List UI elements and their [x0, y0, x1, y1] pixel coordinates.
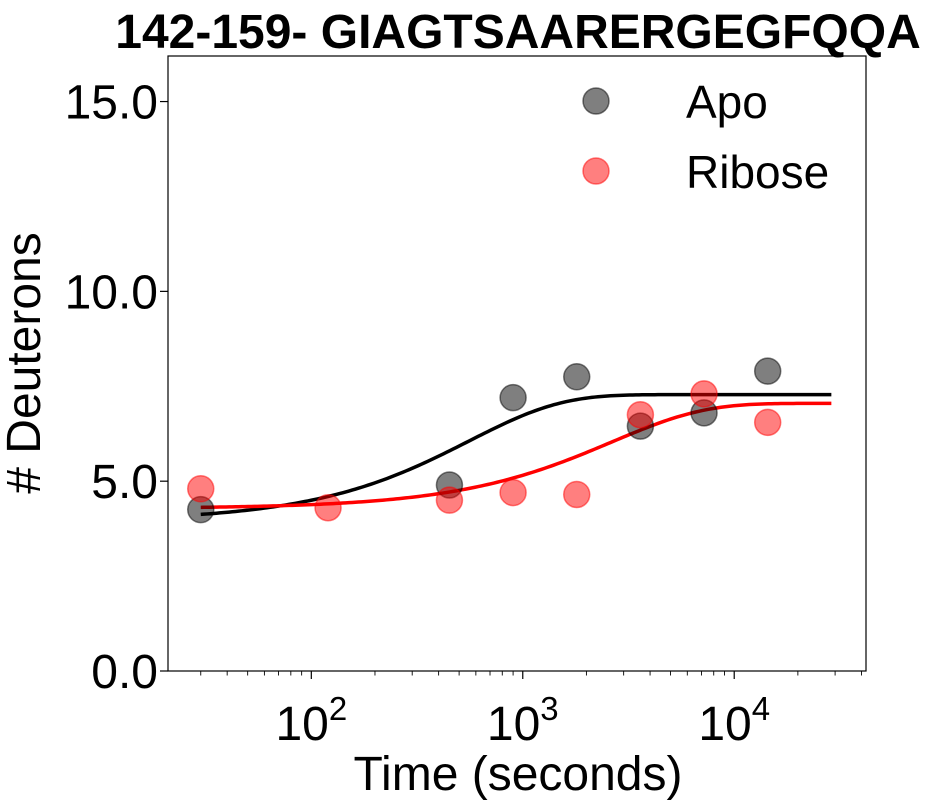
y-tick-label: 10.0 — [65, 266, 158, 319]
x-tick-base: 10 — [698, 698, 751, 751]
x-tick-exponent: 2 — [329, 690, 347, 727]
data-point-apo — [753, 357, 782, 385]
x-tick-label: 104 — [698, 690, 770, 751]
x-tick-base: 10 — [275, 698, 328, 751]
x-axis: 102 103 104 — [200, 671, 862, 751]
x-tick-exponent: 3 — [540, 690, 558, 727]
x-tick-exponent: 4 — [752, 690, 770, 727]
y-tick-label: 15.0 — [65, 77, 158, 130]
x-axis-label: Time (seconds) — [354, 748, 683, 801]
fit-curve-apo — [200, 392, 832, 517]
data-point-ribose — [626, 401, 655, 429]
x-tick-label: 102 — [275, 690, 347, 751]
legend: Apo Ribose — [582, 76, 829, 198]
data-point-ribose — [435, 486, 464, 514]
legend-marker-ribose — [582, 157, 610, 185]
x-tick-base: 10 — [487, 698, 540, 751]
data-point-apo — [499, 383, 527, 412]
fit-curves — [200, 392, 832, 517]
legend-label-apo: Apo — [686, 76, 768, 128]
data-point-ribose — [562, 480, 591, 509]
data-points — [187, 357, 782, 524]
y-axis-label: # Deuterons — [0, 232, 51, 494]
fit-curve-ribose — [200, 401, 832, 510]
y-tick-label: 5.0 — [91, 456, 158, 509]
data-point-ribose — [690, 380, 718, 408]
data-point-ribose — [753, 408, 782, 437]
chart-title: 142-159- GIAGTSAARERGEGFQQA — [115, 6, 921, 59]
data-point-ribose — [187, 475, 215, 503]
plot-area — [167, 55, 867, 672]
data-point-ribose — [314, 494, 342, 522]
plot-frame — [167, 55, 867, 672]
data-point-apo — [562, 363, 591, 391]
y-axis: 0.0 5.0 10.0 15.0 — [65, 77, 168, 699]
y-tick-label: 0.0 — [91, 646, 158, 699]
x-tick-label: 103 — [487, 690, 559, 751]
legend-label-ribose: Ribose — [686, 146, 829, 198]
data-point-ribose — [499, 478, 527, 507]
legend-marker-apo — [582, 87, 610, 115]
